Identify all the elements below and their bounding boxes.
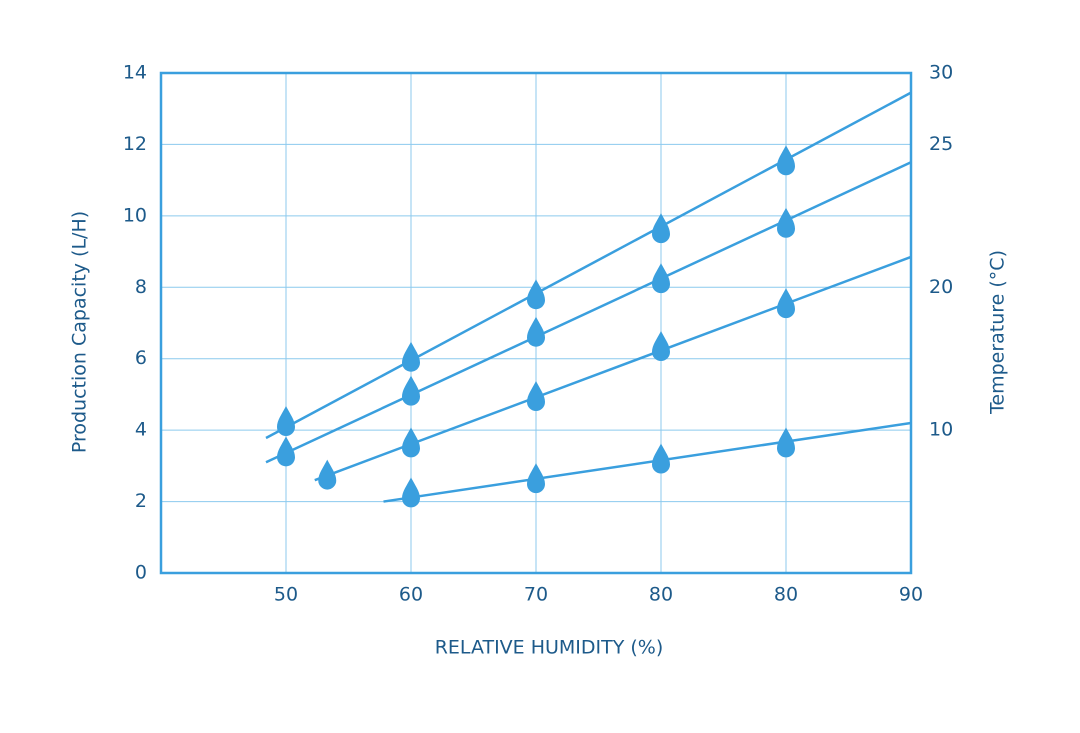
droplet-marker <box>777 207 795 238</box>
droplet-marker <box>318 459 337 490</box>
droplet-marker <box>527 381 545 411</box>
y2-axis-label: Temperature (°C) <box>987 250 1009 415</box>
y2-tick-label: 25 <box>929 133 953 155</box>
x-tick-label: 60 <box>399 584 423 606</box>
droplet-marker <box>652 213 670 244</box>
droplet-marker <box>277 436 295 467</box>
y-tick-label: 10 <box>123 204 147 226</box>
droplet-marker <box>527 316 545 347</box>
trend-line <box>265 161 912 464</box>
x-axis-label: RELATIVE HUMIDITY (%) <box>435 637 664 659</box>
droplet-marker <box>652 331 670 361</box>
x-tick-label: 50 <box>274 584 298 606</box>
droplet-marker <box>402 375 420 406</box>
y-axis-label: Production Capacity (L/H) <box>69 211 91 453</box>
y-tick-label: 4 <box>135 419 147 441</box>
droplet-marker <box>402 427 420 458</box>
droplet-marker <box>652 443 670 474</box>
x-tick-label: 90 <box>899 584 923 606</box>
x-tick-label: 80 <box>649 584 673 606</box>
y2-tick-label: 20 <box>929 276 953 298</box>
y2-tick-label: 10 <box>929 419 953 441</box>
droplet-marker <box>527 463 545 494</box>
y-tick-label: 2 <box>135 490 147 512</box>
y-tick-label: 14 <box>123 62 147 84</box>
y-tick-label: 8 <box>135 276 147 298</box>
droplet-marker <box>777 427 795 458</box>
y2-tick-label: 30 <box>929 62 953 84</box>
droplet-marker <box>777 288 795 319</box>
trend-line <box>383 421 912 503</box>
droplet-marker <box>777 145 795 176</box>
x-tick-label: 70 <box>524 584 548 606</box>
x-tick-label: 80 <box>774 584 798 606</box>
droplet-marker <box>402 477 420 508</box>
y-tick-label: 6 <box>135 347 147 369</box>
droplet-marker <box>402 341 420 372</box>
droplet-marker <box>652 263 670 294</box>
trend-line <box>265 91 912 440</box>
y-tick-label: 0 <box>135 562 147 584</box>
droplet-marker <box>527 279 545 310</box>
y-tick-label: 12 <box>123 133 147 155</box>
droplet-marker <box>277 406 295 436</box>
plot-frame <box>159 71 913 575</box>
